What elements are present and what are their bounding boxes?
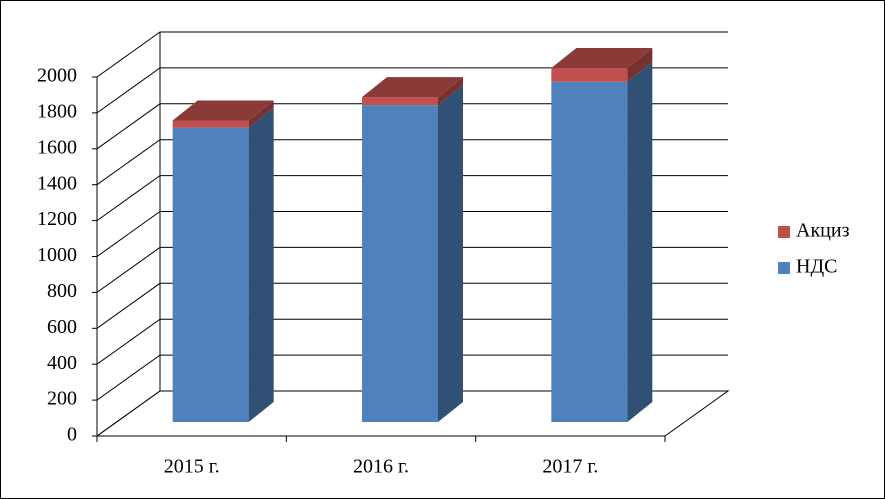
grid-line	[96, 390, 728, 437]
bar-segment	[172, 127, 249, 423]
grid-line	[96, 246, 728, 293]
grid-line	[96, 354, 728, 401]
bar-segment	[551, 81, 628, 422]
bar-top	[551, 48, 653, 69]
y-tick-label: 200	[47, 388, 77, 410]
y-tick-label: 0	[67, 424, 77, 446]
bar-top	[362, 77, 463, 98]
y-tick-label: 400	[47, 352, 77, 374]
bar-side	[248, 107, 274, 423]
grid-line	[96, 31, 728, 78]
bar-side	[627, 48, 653, 82]
grid-line	[96, 282, 728, 329]
grid-line	[96, 67, 728, 114]
y-tick-label: 1600	[37, 136, 77, 158]
y-tick-label: 1800	[37, 100, 77, 122]
y-tick-label: 1000	[37, 244, 77, 266]
x-tick-label: 2017 г.	[542, 456, 598, 478]
legend-swatch	[778, 226, 790, 238]
bar-segment	[551, 68, 628, 82]
y-tick-label: 600	[47, 316, 77, 338]
bar-side	[248, 100, 274, 128]
bar-segment	[362, 105, 438, 423]
bar-side	[438, 77, 463, 106]
legend-label: НДС	[796, 256, 837, 278]
x-tick-label: 2016 г.	[353, 456, 409, 478]
legend-label: Акциз	[796, 220, 850, 242]
x-tick-label: 2015 г.	[164, 456, 220, 478]
grid-line	[96, 175, 728, 222]
y-tick-label: 2000	[37, 65, 77, 87]
grid-line	[96, 318, 728, 365]
bar-top	[172, 100, 274, 121]
grid-line	[96, 139, 728, 186]
grid-line	[96, 103, 728, 150]
bar-side	[438, 85, 463, 423]
y-tick-label: 1200	[37, 208, 77, 230]
bar-segment	[172, 120, 249, 128]
y-tick-label: 1400	[37, 172, 77, 194]
legend-swatch	[778, 262, 790, 274]
y-tick-label: 800	[47, 280, 77, 302]
bar-segment	[362, 97, 438, 106]
grid-line	[96, 211, 728, 257]
bar-side	[627, 61, 653, 422]
